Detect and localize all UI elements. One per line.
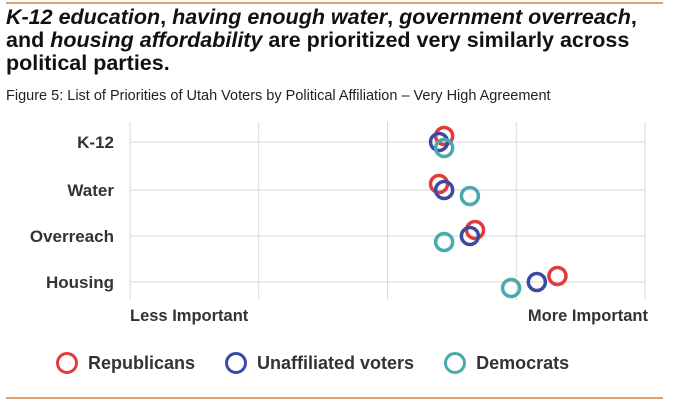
chart-headline: K-12 education, having enough water, gov… — [6, 5, 637, 75]
point-democrats-housing — [500, 277, 522, 299]
chart-legend: Republicans Unaffiliated voters Democrat… — [56, 352, 599, 374]
legend-item-republicans: Republicans — [56, 352, 195, 374]
category-label-water: Water — [67, 181, 114, 200]
legend-swatch-unaffiliated — [225, 352, 248, 374]
category-label-housing: Housing — [46, 273, 114, 292]
headline-line3: political parties. — [6, 51, 170, 75]
legend-label-unaffiliated: Unaffiliated voters — [257, 352, 415, 373]
category-label-k-12: K-12 — [77, 133, 114, 152]
legend-swatch-republicans — [56, 352, 78, 374]
point-democrats-water — [459, 185, 481, 207]
point-unaffiliated-water — [433, 179, 455, 201]
headline-water: having enough water — [172, 5, 388, 29]
legend-label-republicans: Republicans — [88, 352, 196, 373]
headline-k12: K-12 education — [6, 5, 161, 29]
top-rule — [6, 2, 663, 4]
legend-item-unaffiliated: Unaffiliated voters — [225, 352, 414, 374]
axis-label-less-important: Less Important — [130, 307, 249, 325]
point-unaffiliated-housing — [526, 271, 548, 293]
headline-housing: housing affordability — [50, 28, 263, 52]
figure-caption: Figure 5: List of Priorities of Utah Vot… — [6, 88, 551, 104]
legend-swatch-democrats — [444, 352, 467, 374]
axis-label-more-important: More Important — [528, 307, 649, 325]
legend-label-democrats: Democrats — [476, 352, 570, 373]
headline-overreach: government overreach — [399, 5, 631, 29]
point-republicans-housing — [547, 265, 568, 287]
point-unaffiliated-overreach — [459, 225, 481, 247]
legend-item-democrats: Democrats — [444, 352, 569, 374]
bottom-rule — [6, 397, 663, 399]
category-label-overreach: Overreach — [30, 227, 114, 246]
point-democrats-overreach — [433, 231, 455, 253]
point-democrats-k-12 — [433, 137, 455, 159]
